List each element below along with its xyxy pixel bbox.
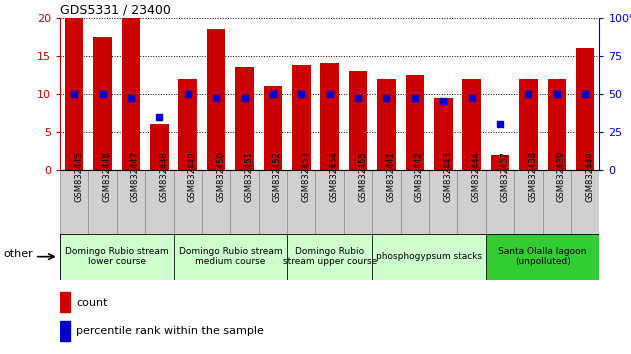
Bar: [179, 79, 197, 170]
Text: GSM832444: GSM832444: [471, 151, 481, 202]
Bar: [349, 71, 367, 170]
Point: [580, 91, 590, 97]
Bar: [406, 75, 424, 170]
Bar: [571, 170, 599, 234]
Text: Domingo Rubio stream
lower course: Domingo Rubio stream lower course: [65, 247, 168, 266]
Bar: [401, 170, 429, 234]
Text: GSM832450: GSM832450: [216, 151, 225, 202]
Bar: [514, 170, 543, 234]
Bar: [548, 79, 566, 170]
Bar: [292, 65, 310, 170]
Text: GSM832447: GSM832447: [131, 151, 140, 202]
Text: GSM832446: GSM832446: [102, 151, 112, 202]
Text: GSM832449: GSM832449: [188, 151, 197, 202]
Text: GSM832438: GSM832438: [528, 151, 538, 202]
Point: [211, 96, 221, 101]
Bar: [150, 124, 168, 170]
Text: GSM832443: GSM832443: [443, 151, 452, 202]
Bar: [344, 170, 372, 234]
Text: GSM832453: GSM832453: [301, 151, 310, 202]
Bar: [372, 170, 401, 234]
Text: GDS5331 / 23400: GDS5331 / 23400: [60, 4, 171, 17]
Point: [154, 114, 164, 119]
Point: [239, 96, 249, 101]
Bar: [463, 79, 481, 170]
Bar: [174, 234, 287, 280]
Bar: [377, 79, 396, 170]
Bar: [65, 18, 83, 170]
Bar: [287, 234, 372, 280]
Text: GSM832452: GSM832452: [273, 151, 282, 202]
Point: [381, 96, 391, 101]
Bar: [264, 86, 282, 170]
Text: GSM832448: GSM832448: [159, 151, 168, 202]
Text: GSM832454: GSM832454: [329, 151, 339, 202]
Point: [97, 91, 107, 97]
Bar: [486, 234, 599, 280]
Text: GSM832442: GSM832442: [415, 151, 424, 202]
Text: count: count: [76, 298, 108, 308]
Bar: [230, 170, 259, 234]
Point: [353, 96, 363, 101]
Bar: [117, 170, 145, 234]
Text: percentile rank within the sample: percentile rank within the sample: [76, 326, 264, 336]
Bar: [287, 170, 316, 234]
Bar: [60, 170, 88, 234]
Bar: [60, 321, 69, 341]
Bar: [543, 170, 571, 234]
Bar: [88, 170, 117, 234]
Bar: [259, 170, 287, 234]
Point: [126, 96, 136, 101]
Bar: [235, 67, 254, 170]
Bar: [519, 79, 538, 170]
Bar: [174, 170, 202, 234]
Bar: [145, 170, 174, 234]
Text: GSM832455: GSM832455: [358, 151, 367, 202]
Bar: [207, 29, 225, 170]
Text: phosphogypsum stacks: phosphogypsum stacks: [376, 252, 482, 261]
Point: [69, 91, 80, 97]
Text: GSM832451: GSM832451: [244, 151, 254, 202]
Point: [296, 91, 306, 97]
Point: [438, 98, 448, 104]
Point: [551, 91, 562, 97]
Bar: [321, 63, 339, 170]
Bar: [60, 234, 174, 280]
Point: [268, 91, 278, 97]
Point: [523, 91, 533, 97]
Text: Domingo Rubio stream
medium course: Domingo Rubio stream medium course: [179, 247, 282, 266]
Bar: [429, 170, 457, 234]
Bar: [434, 98, 452, 170]
Text: GSM832445: GSM832445: [74, 151, 83, 202]
Point: [466, 96, 476, 101]
Bar: [316, 170, 344, 234]
Point: [410, 96, 420, 101]
Point: [183, 91, 193, 97]
Bar: [122, 18, 140, 170]
Bar: [486, 170, 514, 234]
Text: GSM832441: GSM832441: [386, 151, 396, 202]
Bar: [576, 48, 594, 170]
Bar: [457, 170, 486, 234]
Bar: [93, 37, 112, 170]
Bar: [372, 234, 486, 280]
Bar: [60, 292, 69, 312]
Text: Santa Olalla lagoon
(unpolluted): Santa Olalla lagoon (unpolluted): [498, 247, 587, 266]
Bar: [202, 170, 230, 234]
Text: GSM832440: GSM832440: [585, 151, 594, 202]
Bar: [491, 155, 509, 170]
Point: [324, 91, 334, 97]
Point: [495, 121, 505, 127]
Text: other: other: [3, 249, 33, 259]
Text: GSM832439: GSM832439: [557, 151, 566, 202]
Text: GSM832437: GSM832437: [500, 151, 509, 202]
Text: Domingo Rubio
stream upper course: Domingo Rubio stream upper course: [283, 247, 377, 266]
